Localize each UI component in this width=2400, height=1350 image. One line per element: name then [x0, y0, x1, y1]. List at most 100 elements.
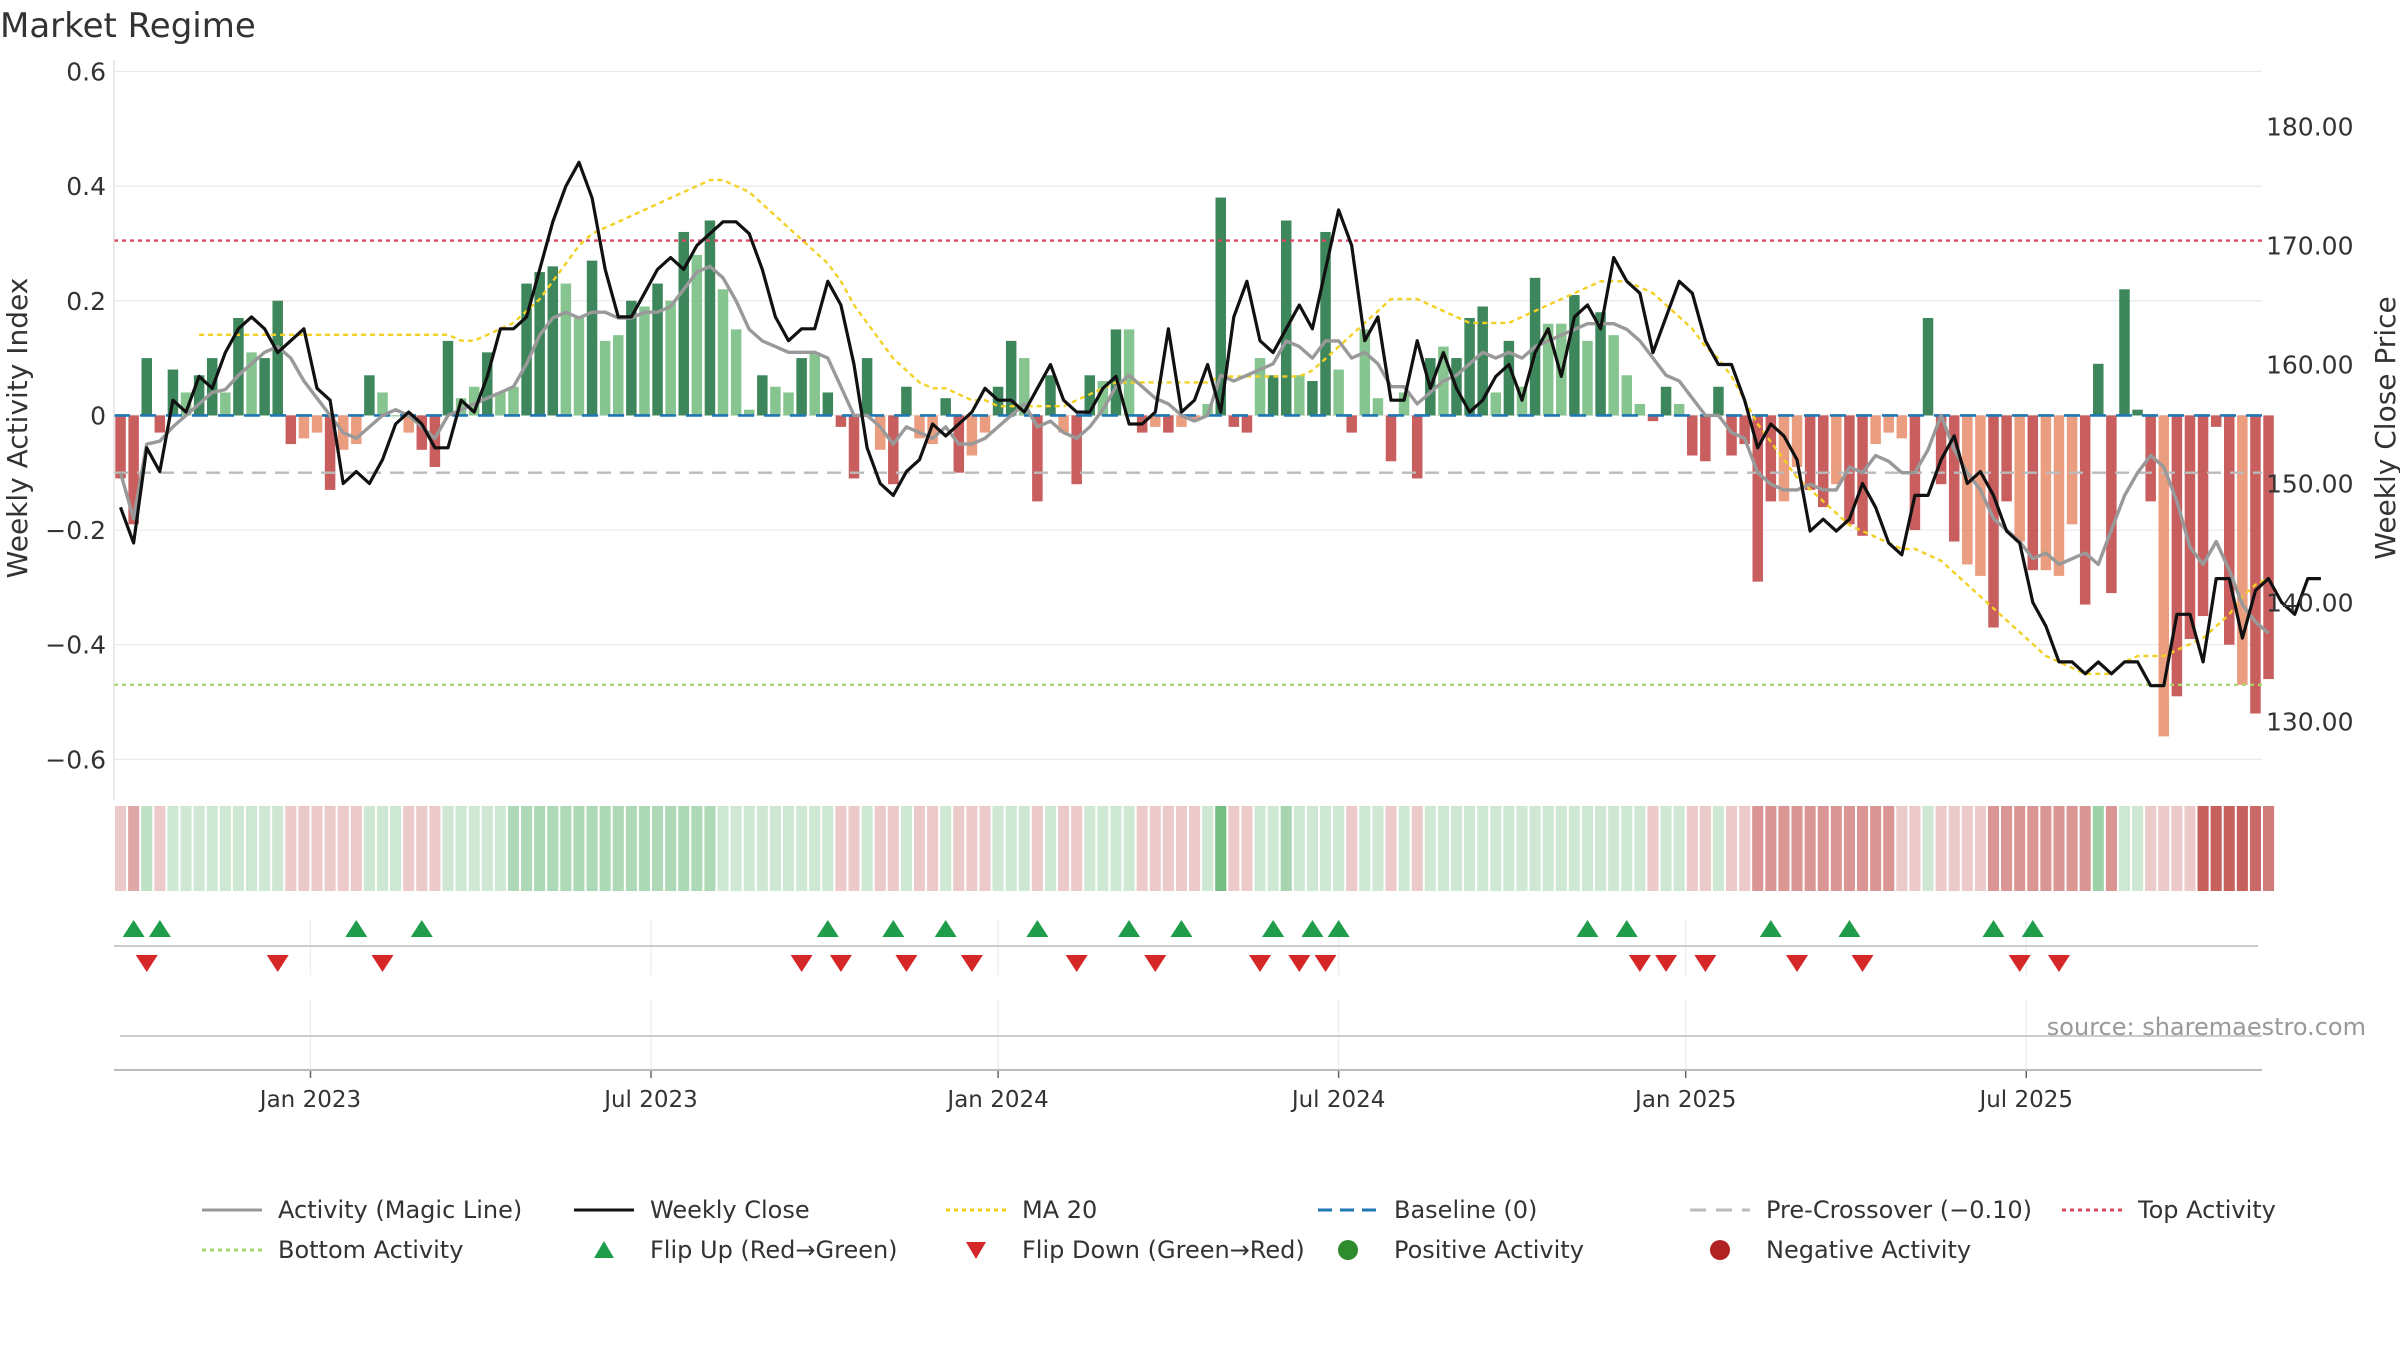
- activity-bar: [2237, 415, 2248, 685]
- activity-bar: [1398, 392, 1410, 416]
- regime-cell: [1542, 806, 1554, 891]
- regime-cell: [1752, 806, 1764, 891]
- activity-bar: [652, 283, 663, 416]
- regime-cell: [1883, 806, 1895, 891]
- flip-up-marker: [1026, 920, 1049, 937]
- activity-bar: [783, 392, 794, 416]
- regime-cell: [167, 806, 179, 891]
- activity-bar: [416, 415, 428, 450]
- regime-cell: [1202, 806, 1214, 891]
- activity-bar: [1346, 415, 1357, 433]
- flip-up-icon: [594, 1241, 614, 1258]
- legend-label: Flip Up (Red→Green): [650, 1236, 898, 1264]
- legend-weekly-close: Weekly Close: [572, 1196, 944, 1224]
- activity-bar: [1752, 415, 1763, 582]
- regime-cell: [1477, 806, 1489, 891]
- regime-cell: [494, 806, 506, 891]
- legend-ma20-swatch: [946, 1208, 1006, 1212]
- regime-cell: [1359, 806, 1371, 891]
- regime-cell: [1647, 806, 1659, 891]
- regime-cell: [782, 806, 795, 891]
- flip-up-marker: [1262, 920, 1285, 937]
- flip-up-marker: [1759, 920, 1782, 937]
- activity-bar: [1647, 415, 1659, 422]
- axes: 0.6 0.4 0.2 0 −0.2 −0.4 −0.6 180.00 170.00 160.00…: [45, 57, 2353, 1113]
- legend-label: Activity (Magic Line): [278, 1196, 523, 1224]
- regime-cell: [796, 806, 808, 891]
- regime-cell: [232, 806, 244, 891]
- activity-bar: [220, 392, 231, 416]
- regime-cell: [1581, 806, 1594, 891]
- activity-bar: [246, 352, 257, 416]
- activity-bar: [1922, 317, 1934, 416]
- regime-cell: [1280, 806, 1292, 891]
- regime-cell: [1372, 806, 1384, 891]
- activity-bar: [2263, 415, 2274, 680]
- legend-magic-line: Activity (Magic Line): [200, 1196, 572, 1224]
- activity-bar: [1817, 415, 1829, 508]
- flip-down-marker: [135, 955, 158, 972]
- regime-cell: [141, 806, 153, 891]
- regime-cell: [2014, 806, 2026, 891]
- regime-cell: [809, 806, 821, 891]
- regime-cell: [730, 806, 742, 891]
- activity-bar: [757, 375, 768, 416]
- regime-cell: [350, 806, 362, 891]
- regime-cell: [1189, 806, 1201, 891]
- activity-bar: [141, 358, 152, 416]
- regime-cell: [1608, 806, 1620, 891]
- regime-cell: [927, 806, 939, 891]
- regime-cell: [1437, 806, 1449, 891]
- regime-cell: [1974, 806, 1986, 891]
- activity-bar: [1621, 375, 1633, 416]
- flip-up-marker: [122, 920, 145, 937]
- activity-bar: [115, 415, 126, 479]
- flip-up-marker: [1615, 920, 1638, 937]
- activity-bar: [1490, 392, 1502, 416]
- legend-negative-activity: Negative Activity: [1688, 1236, 2060, 1264]
- activity-bar: [468, 386, 480, 416]
- regime-cell: [2158, 806, 2170, 891]
- activity-bar: [691, 254, 703, 416]
- activity-bar: [1857, 415, 1868, 536]
- regime-cell: [1503, 806, 1515, 891]
- activity-bar: [639, 306, 650, 416]
- activity-bar: [508, 386, 519, 416]
- activity-bar: [2027, 415, 2039, 571]
- activity-bar: [586, 260, 598, 416]
- x-tick-label: Jan 2024: [945, 1087, 1048, 1113]
- activity-bar: [1660, 386, 1672, 416]
- activity-bar: [835, 415, 847, 427]
- activity-bar: [979, 415, 991, 433]
- regime-cell: [1765, 806, 1777, 891]
- regime-cell: [2066, 806, 2078, 891]
- regime-cell: [2171, 806, 2183, 891]
- activity-bar: [770, 386, 781, 416]
- activity-bar: [1280, 220, 1292, 416]
- regime-cell: [599, 806, 611, 891]
- activity-bar: [547, 266, 559, 416]
- activity-bar: [534, 272, 545, 416]
- regime-cell: [390, 806, 402, 891]
- flip-up-marker: [1170, 920, 1193, 937]
- activity-bar: [1988, 415, 1999, 628]
- flip-down-marker: [371, 955, 394, 972]
- legend-top-activity: Top Activity: [2060, 1196, 2340, 1224]
- activity-bar: [1503, 340, 1515, 416]
- regime-cell: [1621, 806, 1633, 891]
- activity-bar: [193, 375, 205, 416]
- regime-cell: [966, 806, 978, 891]
- flip-down-marker: [1694, 955, 1717, 972]
- regime-cell: [1830, 806, 1842, 891]
- activity-bar: [1935, 415, 1947, 485]
- activity-bar: [2250, 415, 2261, 714]
- flip-down-marker: [1851, 955, 1874, 972]
- negative-dot-icon: [1710, 1240, 1730, 1260]
- regime-cell: [468, 806, 480, 891]
- regime-cell: [1686, 806, 1698, 891]
- regime-cell: [2184, 806, 2196, 891]
- left-tick-label: 0: [90, 401, 106, 430]
- regime-cell: [1293, 806, 1305, 891]
- regime-cell: [1817, 806, 1829, 891]
